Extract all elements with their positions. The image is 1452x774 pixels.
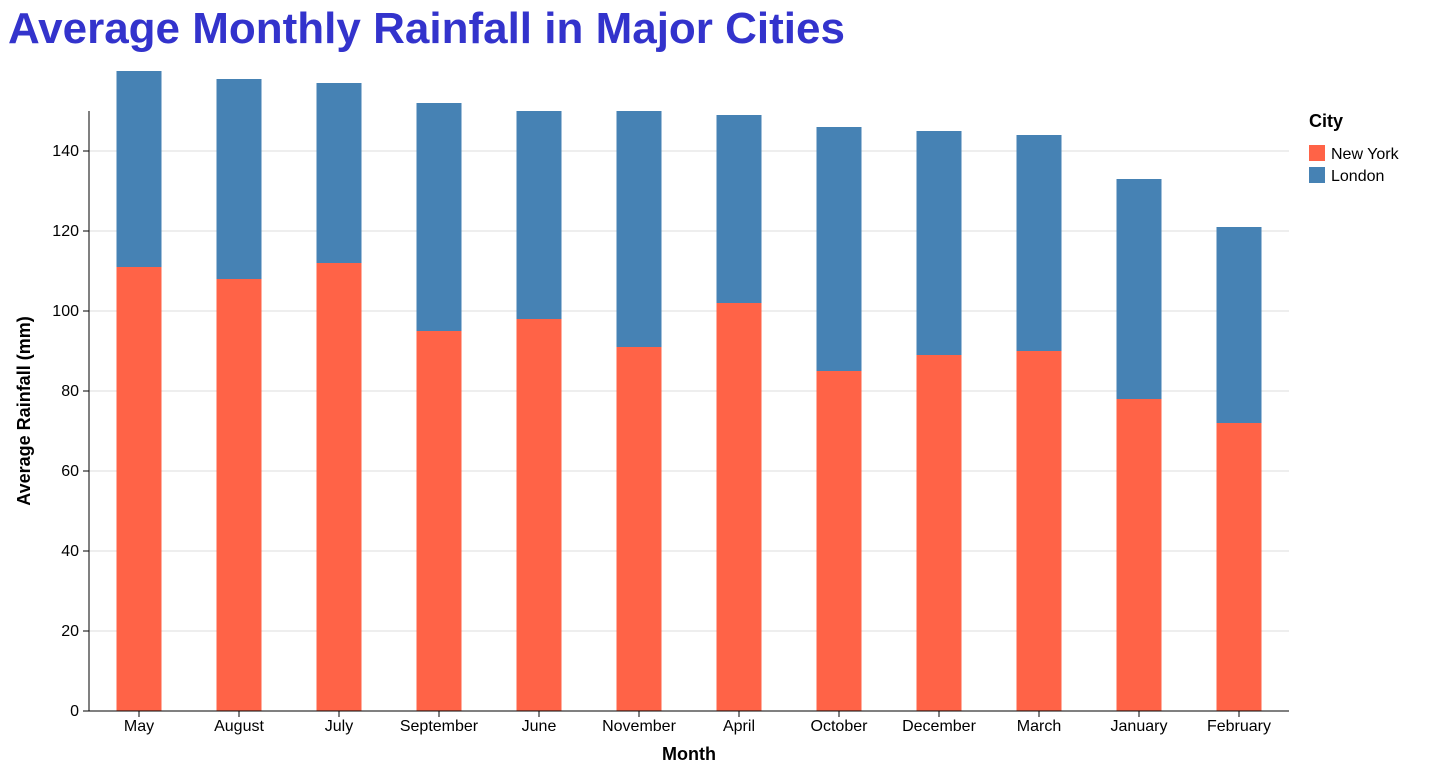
bar-new-york-june [516,319,562,711]
legend-label-new-york: New York [1331,146,1400,163]
bar-london-september [416,103,462,331]
x-tick-label: October [811,718,869,735]
y-tick-label: 60 [61,463,79,480]
y-axis-ticks: 0 20 40 60 80 100 120 140 [52,143,89,720]
legend-swatch-new-york [1309,145,1325,161]
bar-new-york-july [316,263,362,711]
bar-new-york-february [1216,423,1262,711]
x-tick-label: March [1017,718,1061,735]
x-tick-label: February [1207,718,1271,735]
bar-london-february [1216,227,1262,423]
y-tick-label: 100 [52,303,79,320]
y-tick-label: 20 [61,623,79,640]
y-tick-label: 0 [70,703,79,720]
bar-new-york-april [716,303,762,711]
bar-london-april [716,115,762,303]
bar-new-york-december [916,355,962,711]
bars [116,71,1262,711]
bar-new-york-october [816,371,862,711]
x-tick-label: September [400,718,479,735]
y-tick-label: 140 [52,143,79,160]
legend-label-london: London [1331,168,1384,185]
bar-new-york-january [1116,399,1162,711]
x-tick-label: November [602,718,676,735]
x-axis-title: Month [662,744,716,764]
x-tick-label: May [124,718,154,735]
y-axis-title: Average Rainfall (mm) [14,316,34,505]
x-tick-label: July [325,718,353,735]
y-tick-label: 40 [61,543,79,560]
legend-swatch-london [1309,167,1325,183]
bar-london-may [116,71,162,267]
bar-new-york-september [416,331,462,711]
bar-london-march [1016,135,1062,351]
x-tick-label: April [723,718,755,735]
x-tick-label: January [1111,718,1168,735]
x-axis-ticks: May August July September June November April O… [124,711,1271,735]
legend-title: City [1309,111,1343,131]
chart-title: Average Monthly Rainfall in Major Cities [8,4,845,53]
bar-new-york-november [616,347,662,711]
y-tick-label: 80 [61,383,79,400]
axes [88,111,1289,712]
bar-london-august [216,79,262,279]
bar-new-york-march [1016,351,1062,711]
gridlines [89,150,1289,632]
bar-london-june [516,111,562,319]
bar-new-york-august [216,279,262,711]
bar-london-july [316,83,362,263]
legend: City New York London [1309,111,1400,185]
bar-london-january [1116,179,1162,399]
x-tick-label: June [522,718,557,735]
x-tick-label: August [214,718,264,735]
bar-new-york-may [116,267,162,711]
bar-london-november [616,111,662,347]
bar-london-december [916,131,962,355]
y-tick-label: 120 [52,223,79,240]
bar-london-october [816,127,862,371]
x-tick-label: December [902,718,976,735]
